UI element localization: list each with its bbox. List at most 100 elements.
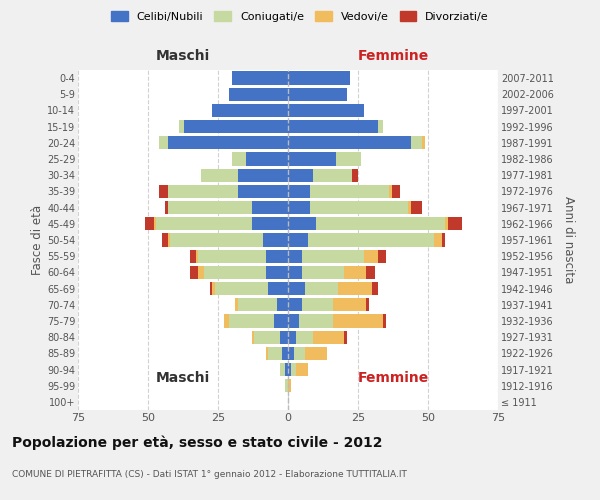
Bar	[288, 250, 302, 263]
Bar	[372, 282, 377, 295]
Bar	[288, 136, 411, 149]
Bar	[291, 363, 296, 376]
Bar	[246, 152, 288, 166]
Bar	[196, 250, 199, 263]
Text: Maschi: Maschi	[156, 49, 210, 63]
Bar	[263, 234, 288, 246]
Text: Maschi: Maschi	[156, 372, 210, 386]
Bar	[335, 152, 361, 166]
Bar	[305, 346, 327, 360]
Bar	[285, 379, 288, 392]
Bar	[352, 168, 358, 182]
Bar	[288, 104, 364, 117]
Bar	[367, 266, 375, 279]
Bar	[274, 314, 288, 328]
Bar	[308, 234, 434, 246]
Bar	[288, 379, 291, 392]
Bar	[266, 250, 288, 263]
Bar	[310, 185, 389, 198]
Bar	[377, 120, 383, 134]
Bar	[293, 346, 305, 360]
Bar	[389, 185, 392, 198]
Bar	[199, 250, 266, 263]
Bar	[266, 346, 268, 360]
Bar	[364, 250, 377, 263]
Bar	[162, 234, 167, 246]
Bar	[277, 298, 288, 312]
Bar	[288, 363, 291, 376]
Bar	[383, 314, 386, 328]
Bar	[338, 282, 372, 295]
Bar	[280, 363, 285, 376]
Bar	[288, 185, 310, 198]
Bar	[283, 346, 288, 360]
Bar	[167, 234, 170, 246]
Bar	[288, 282, 305, 295]
Bar	[165, 201, 167, 214]
Y-axis label: Anni di nascita: Anni di nascita	[562, 196, 575, 284]
Bar	[199, 266, 204, 279]
Bar	[251, 201, 288, 214]
Bar	[313, 330, 344, 344]
Bar	[157, 217, 251, 230]
Legend: Celibi/Nubili, Coniugati/e, Vedovi/e, Divorziati/e: Celibi/Nubili, Coniugati/e, Vedovi/e, Di…	[108, 8, 492, 25]
Bar	[313, 168, 352, 182]
Bar	[167, 185, 238, 198]
Bar	[159, 136, 167, 149]
Bar	[288, 314, 299, 328]
Bar	[302, 298, 333, 312]
Bar	[224, 314, 229, 328]
Bar	[170, 234, 263, 246]
Bar	[285, 363, 288, 376]
Bar	[288, 72, 350, 85]
Text: Femmine: Femmine	[358, 49, 428, 63]
Bar	[232, 72, 288, 85]
Bar	[238, 185, 288, 198]
Bar	[288, 152, 335, 166]
Bar	[212, 104, 288, 117]
Bar	[288, 201, 310, 214]
Text: Femmine: Femmine	[358, 372, 428, 386]
Bar	[235, 298, 238, 312]
Bar	[145, 217, 154, 230]
Bar	[448, 217, 461, 230]
Bar	[238, 168, 288, 182]
Bar	[190, 266, 199, 279]
Bar	[190, 250, 196, 263]
Bar	[266, 266, 288, 279]
Bar	[367, 298, 369, 312]
Bar	[254, 330, 280, 344]
Bar	[310, 201, 409, 214]
Bar	[229, 314, 274, 328]
Bar	[215, 282, 268, 295]
Bar	[299, 314, 333, 328]
Bar	[445, 217, 448, 230]
Bar	[288, 217, 316, 230]
Bar	[212, 282, 215, 295]
Bar	[411, 136, 422, 149]
Bar	[333, 298, 367, 312]
Bar	[302, 266, 344, 279]
Bar	[288, 234, 308, 246]
Bar	[268, 346, 283, 360]
Bar	[288, 266, 302, 279]
Bar	[344, 266, 367, 279]
Text: Popolazione per età, sesso e stato civile - 2012: Popolazione per età, sesso e stato civil…	[12, 435, 383, 450]
Bar	[280, 330, 288, 344]
Bar	[411, 201, 422, 214]
Bar	[288, 330, 296, 344]
Bar	[409, 201, 411, 214]
Bar	[296, 330, 313, 344]
Bar	[251, 330, 254, 344]
Bar	[288, 346, 293, 360]
Bar	[268, 282, 288, 295]
Bar	[288, 120, 377, 134]
Bar	[167, 201, 251, 214]
Bar	[184, 120, 288, 134]
Bar	[288, 298, 302, 312]
Bar	[209, 282, 212, 295]
Bar	[296, 363, 308, 376]
Bar	[288, 88, 347, 101]
Y-axis label: Fasce di età: Fasce di età	[31, 205, 44, 275]
Bar	[229, 88, 288, 101]
